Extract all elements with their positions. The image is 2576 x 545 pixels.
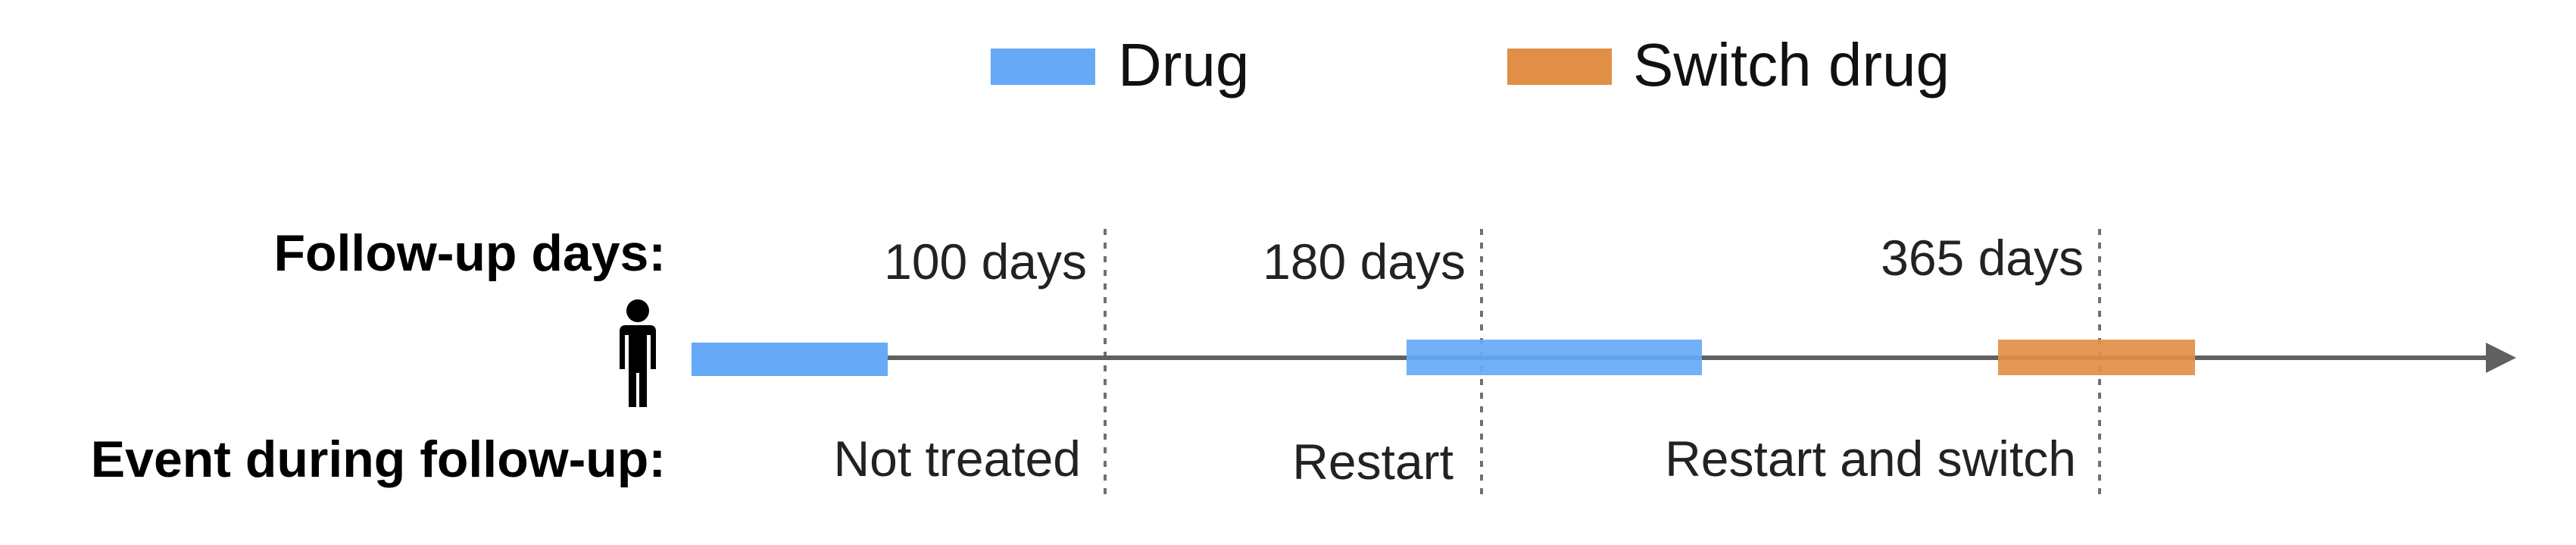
legend-label-drug: Drug (1118, 31, 1250, 99)
drug-bar-restart (1407, 340, 1702, 375)
day-marker-label-100: 100 days (884, 233, 1087, 290)
event-row-label: Event during follow-up: (90, 431, 666, 488)
legend-swatch-switch-drug (1507, 49, 1612, 85)
legend-swatch-drug (991, 49, 1095, 85)
event-label-not-treated: Not treated (833, 431, 1081, 487)
person-icon (620, 299, 656, 407)
switch-drug-bar (1998, 340, 2195, 375)
event-label-restart: Restart (1292, 434, 1453, 490)
drug-bar-initial (692, 343, 888, 376)
timeline-arrowhead (2486, 343, 2516, 373)
day-marker-label-180: 180 days (1263, 233, 1466, 290)
legend-label-switch-drug: Switch drug (1633, 31, 1950, 99)
event-label-restart-and-switch: Restart and switch (1665, 431, 2076, 487)
day-marker-label-365: 365 days (1881, 230, 2084, 286)
followup-days-label: Follow-up days: (273, 224, 666, 282)
